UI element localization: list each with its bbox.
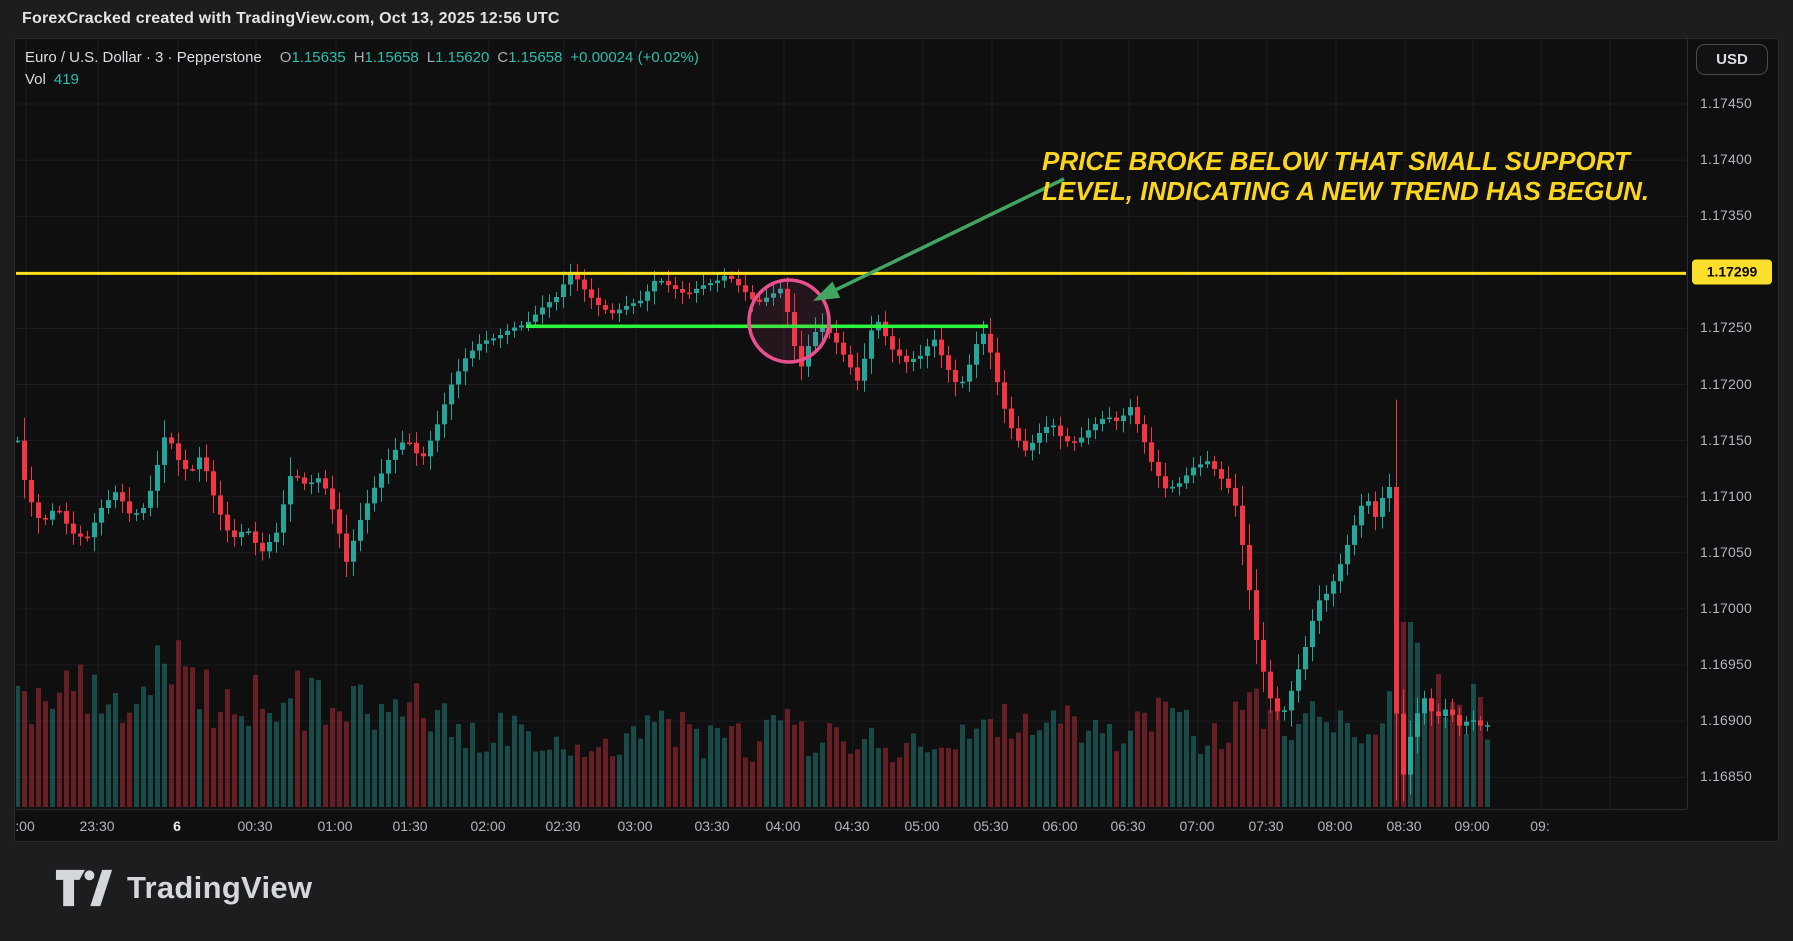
time-tick-label: 07:00	[1179, 818, 1215, 834]
volume-value: 419	[53, 71, 79, 88]
tradingview-logo[interactable]: TradingView	[55, 869, 312, 907]
time-tick-label: 07:30	[1248, 818, 1284, 834]
time-axis[interactable]: :00 23:30 6 00:30 01:00 01:30 02:00 02:30 03:00 0…	[15, 809, 1687, 842]
price-tick-label: 1.16950	[1700, 656, 1753, 672]
price-tick-label: 1.17400	[1700, 151, 1753, 168]
time-tick-label: 6	[173, 818, 181, 834]
open-value: 1.15635	[291, 49, 346, 66]
chart-panel: Euro / U.S. Dollar · 3 · Pepperstone O1.1…	[14, 38, 1779, 842]
annotation-line-1: PRICE BROKE BELOW THAT SMALL SUPPORT	[1042, 146, 1630, 176]
chart-legend: Euro / U.S. Dollar · 3 · Pepperstone O1.1…	[25, 47, 699, 91]
time-tick-label: 05:00	[904, 818, 940, 834]
time-tick-label: 04:30	[834, 818, 870, 834]
time-tick-label: 06:00	[1042, 818, 1078, 834]
price-tick-label: 1.17000	[1700, 599, 1753, 616]
time-tick-label: 04:00	[765, 818, 801, 834]
time-tick-label: 01:00	[317, 818, 353, 834]
price-tick-label: 1.16900	[1700, 712, 1753, 729]
time-tick-label: :00	[15, 818, 35, 834]
annotation-line-2: LEVEL, INDICATING A NEW TREND HAS BEGUN.	[1042, 176, 1650, 206]
time-tick-label: 03:30	[694, 818, 730, 834]
annotation-arrow	[813, 177, 1065, 301]
time-tick-label: 08:30	[1386, 818, 1422, 834]
price-tick-label: 1.17450	[1700, 95, 1753, 111]
breakout-highlight-circle	[747, 278, 831, 364]
time-tick-label: 02:00	[470, 818, 506, 834]
time-tick-label: 08:00	[1317, 818, 1353, 834]
tradingview-mark-icon	[55, 869, 113, 907]
price-chart[interactable]	[16, 40, 1686, 809]
price-tick-label: 1.17150	[1700, 431, 1753, 448]
volume-label[interactable]: Vol	[25, 71, 46, 88]
time-tick-label: 23:30	[79, 818, 115, 834]
trade-annotation: PRICE BROKE BELOW THAT SMALL SUPPORT LEV…	[1042, 146, 1702, 206]
watermark-text: ForexCracked created with TradingView.co…	[22, 10, 560, 27]
time-tick-label: 09:	[1530, 818, 1550, 834]
price-axis[interactable]: 1.17450 1.17400 1.17350 1.17250 1.17200 1.171…	[1687, 39, 1779, 809]
symbol-title[interactable]: Euro / U.S. Dollar · 3 · Pepperstone	[25, 49, 262, 66]
price-tick-label: 1.16850	[1700, 768, 1753, 785]
resistance-price-tag: 1.17299	[1692, 259, 1772, 285]
low-value: 1.15620	[435, 49, 490, 66]
volume-histogram	[16, 622, 1490, 807]
time-tick-label: 01:30	[392, 818, 428, 834]
low-label: L	[426, 49, 436, 66]
close-label: C	[497, 49, 509, 66]
candles	[16, 263, 1490, 802]
price-tick-label: 1.17100	[1700, 487, 1753, 504]
tradingview-wordmark: TradingView	[127, 870, 313, 905]
price-tick-label: 1.17350	[1700, 207, 1753, 224]
price-tick-label: 1.17200	[1700, 375, 1753, 392]
time-tick-label: 02:30	[545, 818, 581, 834]
time-tick-label: 09:00	[1454, 818, 1490, 834]
open-label: O	[279, 49, 292, 66]
time-tick-label: 00:30	[237, 818, 273, 834]
high-value: 1.15658	[364, 49, 419, 66]
change-value: +0.00024 (+0.02%)	[570, 49, 699, 66]
close-value: 1.15658	[508, 49, 563, 66]
high-label: H	[353, 49, 365, 66]
price-tick-label: 1.17250	[1700, 319, 1753, 336]
time-tick-label: 05:30	[973, 818, 1009, 834]
time-tick-label: 06:30	[1110, 818, 1146, 834]
footer-bar: TradingView	[0, 845, 1793, 941]
time-tick-label: 03:00	[617, 818, 653, 834]
currency-usd-button[interactable]: USD	[1696, 44, 1768, 75]
price-tick-label: 1.17050	[1700, 543, 1753, 560]
